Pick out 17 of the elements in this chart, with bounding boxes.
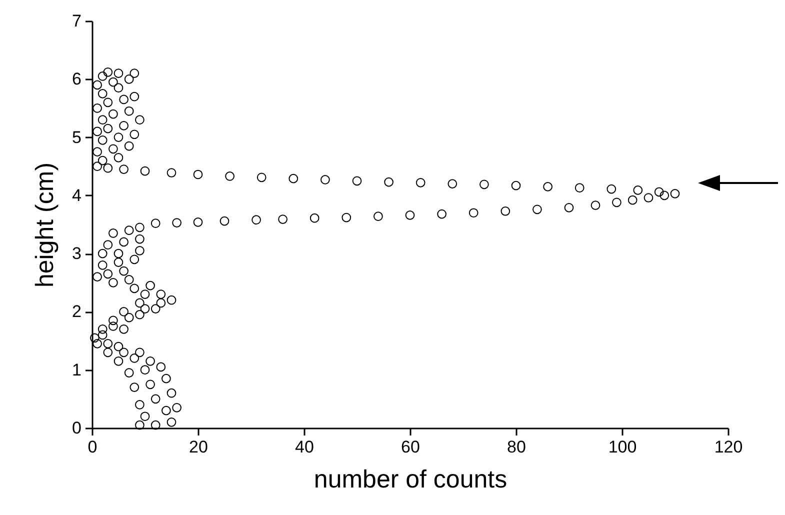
y-axis-title: height (cm): [31, 162, 60, 288]
x-tick-label: 80: [507, 438, 526, 456]
y-tick-label: 6: [72, 70, 82, 89]
x-tick-label: 120: [714, 438, 743, 456]
x-tick-label: 40: [295, 438, 314, 456]
y-tick-label: 2: [72, 302, 82, 322]
x-tick-label: 0: [88, 438, 98, 456]
y-tick-label: 4: [72, 186, 82, 205]
y-tick-label: 5: [72, 128, 82, 147]
y-tick-label: 1: [72, 360, 82, 380]
y-tick-label: 0: [72, 418, 82, 438]
x-tick-label: 20: [189, 438, 208, 456]
x-tick-label: 100: [608, 438, 637, 456]
y-tick-label: 3: [72, 244, 82, 264]
y-tick-label: 7: [72, 12, 82, 30]
x-axis-title: number of counts: [314, 466, 508, 494]
x-tick-label: 60: [401, 438, 420, 456]
